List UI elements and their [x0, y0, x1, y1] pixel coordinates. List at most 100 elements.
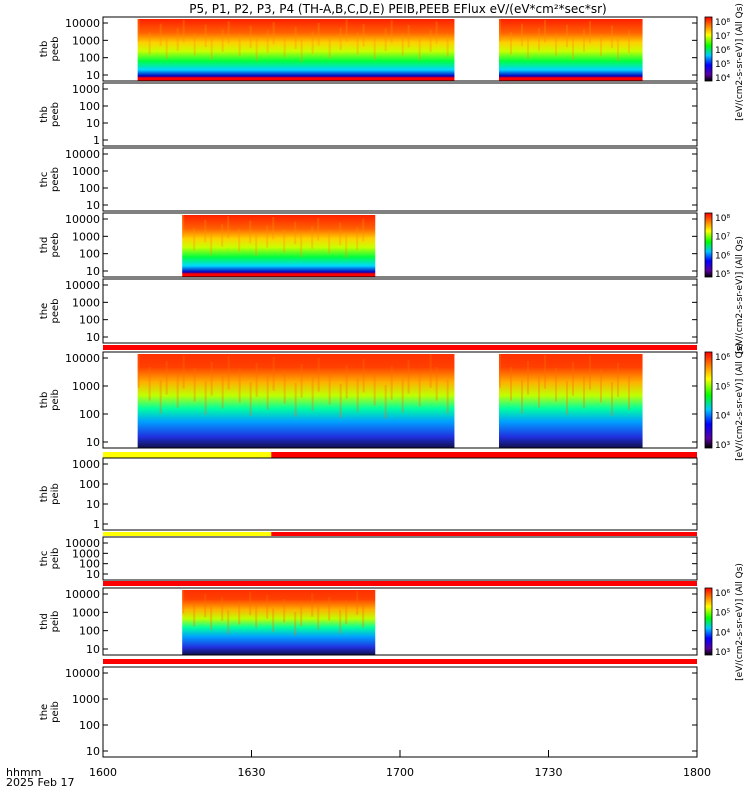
y-tick-label: 100 [79, 248, 100, 261]
spectrogram-texture [255, 363, 258, 397]
colorbar-tick-label: 10⁶ [715, 589, 730, 599]
spectrogram-texture [583, 29, 585, 52]
spectrogram-texture [429, 354, 432, 388]
spectrogram-texture [339, 610, 342, 634]
spectrogram-texture [210, 232, 213, 256]
panel-ylabel: peeb [50, 299, 61, 324]
spectrogram-texture [193, 228, 196, 251]
y-tick-label: 10000 [65, 17, 100, 30]
spectrogram-texture [566, 381, 568, 415]
spectrogram-texture [137, 19, 140, 42]
x-axis-label-line1: hhmm [6, 766, 41, 779]
y-tick-label: 1 [93, 518, 100, 531]
panel-ylabel: thd [39, 237, 50, 254]
colorbar-tick-label: 10⁸ [715, 18, 730, 28]
panel-ylabel: peib [50, 701, 61, 723]
spectrogram-texture [221, 29, 224, 52]
panel-frame [102, 147, 698, 212]
colorbar-tick-label: 10⁶ [715, 251, 730, 261]
status-bar [103, 581, 697, 586]
spectrogram-texture [227, 356, 230, 390]
spectrogram-texture [249, 220, 252, 244]
spectrogram-texture [521, 23, 523, 47]
spectrogram-texture [210, 37, 213, 61]
colorbar-tick-label: 10⁷ [715, 32, 730, 42]
spectrogram-texture [328, 231, 331, 254]
colorbar-label: [eV/(cm2-s-sr-eV)] (All Qs) [735, 236, 745, 354]
y-tick-label: 1000 [72, 458, 100, 471]
panel-frame [102, 666, 698, 758]
colorbar [704, 351, 713, 449]
spectrogram-texture [617, 38, 619, 62]
spectrogram-texture [328, 597, 331, 621]
spectrogram-texture [300, 39, 303, 63]
spectrogram-texture [356, 591, 359, 615]
spectrogram-texture [283, 230, 286, 253]
spectrogram-texture [311, 593, 314, 617]
spectrogram-texture [555, 368, 557, 402]
spectrogram-texture [401, 379, 404, 413]
x-tick-label: 1730 [535, 766, 563, 779]
spectrogram-texture [283, 35, 286, 58]
spectrogram-texture [390, 366, 393, 400]
panel-ylabel: peib [50, 389, 61, 411]
spectrogram-texture [356, 378, 359, 412]
panel-ylabel: thb [39, 392, 50, 409]
spectrogram-texture [566, 24, 568, 48]
panel-frame [102, 82, 698, 147]
spectrogram-texture [255, 233, 258, 257]
colorbar-tick-label: 10⁵ [715, 60, 730, 70]
spectrogram-texture [527, 361, 529, 395]
spectrogram-texture [249, 382, 252, 416]
spectrogram-texture [555, 33, 557, 56]
y-tick-label: 1000 [72, 380, 100, 393]
spectrogram-texture [356, 32, 359, 55]
spectrogram-texture [311, 31, 314, 54]
spectrogram-texture [544, 355, 546, 389]
colorbar-tick-label: 10⁴ [715, 628, 730, 638]
spectrogram-texture [572, 362, 574, 396]
y-tick-label: 10 [86, 331, 100, 344]
spectrogram-texture [176, 28, 179, 51]
spectrogram-texture [407, 360, 410, 394]
status-bar-yellow [103, 452, 272, 458]
status-bar [103, 659, 697, 664]
spectrogram-texture [499, 19, 501, 42]
spectrogram-texture [300, 364, 303, 398]
spectrogram-texture [317, 606, 320, 630]
y-tick-label: 10000 [65, 537, 100, 550]
spectrogram-texture [589, 21, 591, 44]
spectrogram-texture [221, 224, 224, 247]
colorbar-tick-label: 10⁶ [715, 46, 730, 56]
y-tick-label: 1000 [72, 547, 100, 560]
spectrogram-texture [418, 373, 421, 407]
panel-ylabel: peeb [50, 167, 61, 192]
spectrogram-texture [266, 30, 269, 53]
spectrogram-texture [600, 369, 602, 403]
spectrogram-texture [362, 24, 365, 47]
panel-ylabel: peib [50, 483, 61, 505]
y-tick-label: 10000 [65, 148, 100, 161]
spectrogram-texture [255, 604, 258, 629]
panel-ylabel: thc [39, 551, 50, 567]
spectrogram-texture [345, 19, 348, 42]
spectrogram-texture [300, 234, 303, 258]
spectrogram-texture [628, 30, 630, 53]
spectrogram-texture [210, 362, 213, 396]
spectrogram-texture [407, 25, 410, 48]
spectrogram-texture [317, 358, 320, 392]
spectrogram-texture [182, 355, 185, 389]
spectrogram-texture [193, 33, 196, 56]
spectrogram-texture [294, 221, 297, 245]
panel-ylabel: the [39, 303, 50, 319]
spectrogram-block [499, 354, 643, 448]
panel-frame [102, 457, 698, 531]
panel-frame [102, 278, 698, 344]
spectrogram-texture [572, 37, 574, 61]
panel-frame [102, 536, 698, 581]
spectrogram-block [137, 19, 455, 81]
spectrogram-texture [272, 357, 275, 391]
panel-ylabel: the [39, 704, 50, 720]
spectrogram-texture [272, 217, 275, 240]
spectrogram-texture [182, 590, 185, 614]
